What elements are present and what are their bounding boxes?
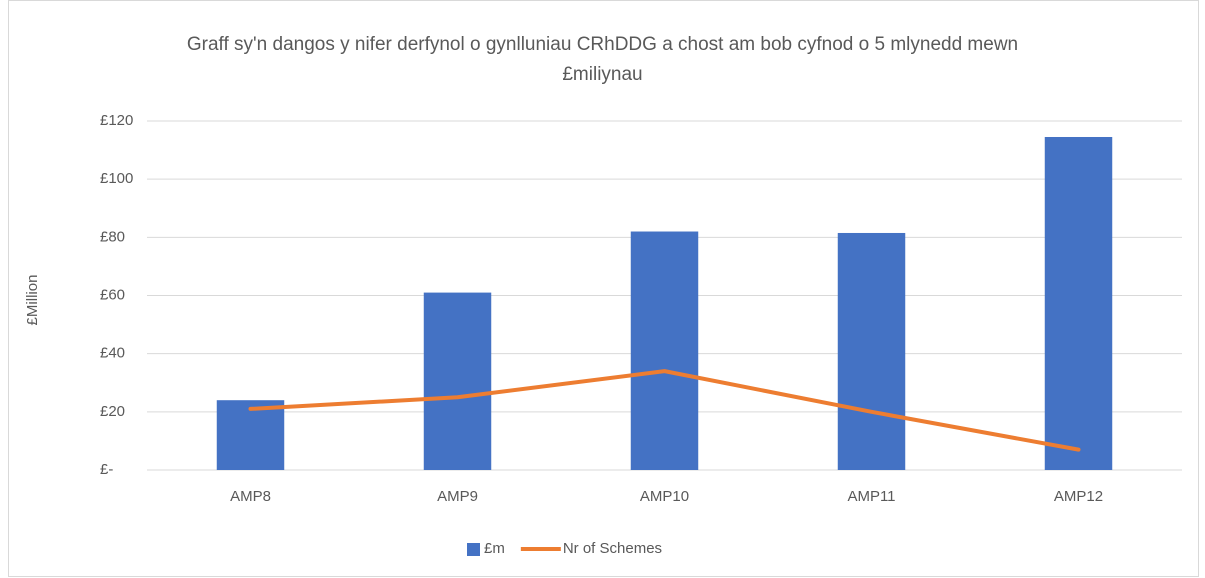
y-tick-label: £20 [100, 403, 125, 420]
legend-label: £m [484, 540, 505, 557]
y-axis-label: £Million [24, 275, 41, 326]
y-tick-label: £120 [100, 112, 133, 129]
x-tick-label: AMP10 [640, 488, 689, 505]
bar [216, 400, 285, 470]
y-tick-label: £60 [100, 286, 125, 303]
chart-border [8, 0, 1199, 577]
y-tick-label: £100 [100, 170, 133, 187]
line [248, 369, 1081, 452]
bar [837, 232, 906, 470]
y-tick-label: £40 [100, 345, 125, 362]
x-tick-label: AMP11 [847, 488, 895, 505]
legend-label: Nr of Schemes [563, 540, 662, 557]
bar [630, 231, 699, 470]
x-tick-label: AMP9 [437, 488, 478, 505]
y-tick-label: £- [100, 461, 113, 478]
chart-title: Graff sy'n dangos y nifer derfynol o gyn… [186, 34, 1019, 85]
legend-swatch [467, 543, 480, 556]
x-tick-label: AMP8 [230, 488, 271, 505]
y-tick-label: £80 [100, 228, 125, 245]
bar [423, 292, 492, 470]
bar [1044, 136, 1113, 470]
x-tick-label: AMP12 [1054, 488, 1103, 505]
